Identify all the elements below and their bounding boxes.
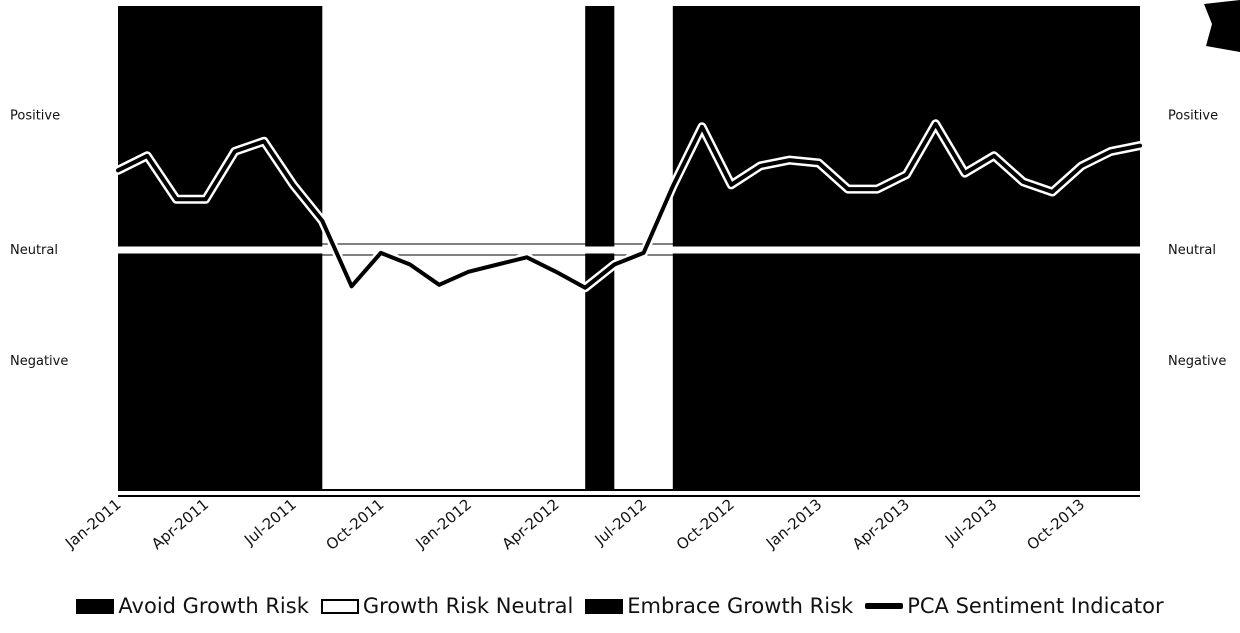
left-y-axis-labels: Positive Neutral Negative: [10, 109, 68, 370]
legend-item-embrace: Embrace Growth Risk: [585, 594, 853, 618]
legend-item-avoid: Avoid Growth Risk: [76, 594, 309, 618]
legend-swatch-avoid: [76, 598, 115, 614]
x-tick-label-5: Apr-2012: [498, 495, 562, 553]
y-tick-label-right-negative: Negative: [1168, 354, 1226, 369]
legend-label-avoid: Avoid Growth Risk: [118, 594, 309, 618]
x-tick-label-2: Jul-2011: [240, 495, 300, 549]
legend-item-indicator: PCA Sentiment Indicator: [865, 594, 1164, 618]
legend-label-neutral: Growth Risk Neutral: [362, 594, 574, 618]
y-tick-label-left-neutral: Neutral: [10, 243, 58, 258]
y-tick-label-right-neutral: Neutral: [1168, 243, 1216, 258]
legend-item-neutral: Growth Risk Neutral: [320, 594, 574, 618]
legend-swatch-embrace: [585, 598, 624, 614]
x-tick-label-9: Apr-2013: [849, 495, 913, 553]
x-tick-label-8: Jan-2013: [762, 495, 825, 552]
y-tick-label-right-positive: Positive: [1168, 109, 1218, 124]
series-layer: [113, 119, 1145, 293]
x-axis-tick-labels: Jan-2011 Apr-2011 Jul-2011 Oct-2011 Jan-2012…: [61, 495, 1088, 553]
x-tick-label-1: Apr-2011: [148, 495, 212, 553]
y-tick-label-left-positive: Positive: [10, 109, 60, 124]
x-tick-label-4: Jan-2012: [412, 495, 475, 552]
legend-swatch-indicator: [865, 603, 904, 609]
x-tick-label-10: Jul-2013: [941, 495, 1001, 549]
x-axis: [118, 489, 1140, 497]
corner-shape-icon: [1204, 0, 1240, 52]
legend: Avoid Growth Risk Growth Risk Neutral Em…: [0, 588, 1240, 624]
x-tick-label-11: Oct-2013: [1023, 495, 1088, 553]
y-tick-label-left-negative: Negative: [10, 354, 68, 369]
x-tick-label-3: Oct-2011: [323, 495, 388, 553]
legend-label-embrace: Embrace Growth Risk: [627, 594, 854, 618]
x-tick-label-7: Oct-2012: [673, 495, 738, 553]
legend-label-indicator: PCA Sentiment Indicator: [907, 594, 1164, 618]
series-line-0: [116, 121, 1142, 290]
legend-swatch-neutral: [320, 598, 359, 614]
x-tick-label-0: Jan-2011: [61, 495, 124, 552]
x-tick-label-6: Jul-2012: [591, 495, 651, 549]
right-y-axis-labels: Positive Neutral Negative: [1168, 109, 1226, 370]
